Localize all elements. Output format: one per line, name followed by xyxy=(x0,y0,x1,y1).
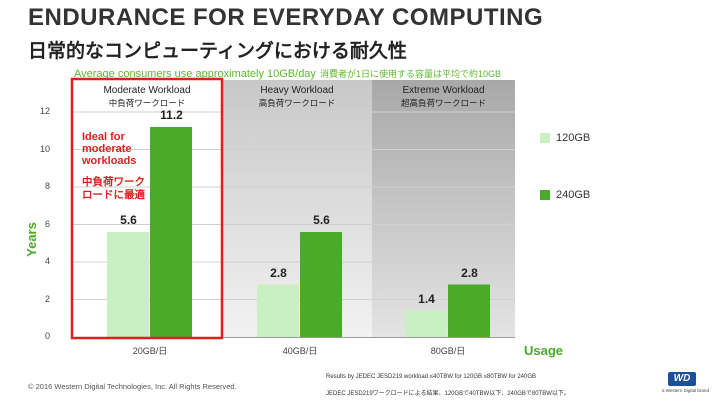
group-header-extreme: Extreme Workload 超高負荷ワークロード xyxy=(372,85,515,109)
legend-label-240gb: 240GB xyxy=(556,189,591,201)
group-header-heavy: Heavy Workload 高負荷ワークロード xyxy=(222,85,372,109)
legend-label-120gb: 120GB xyxy=(556,132,591,144)
bar-120gb-1 xyxy=(257,284,299,337)
y-tick-label: 12 xyxy=(39,106,50,116)
usage-note-ja: 消費者が1日に使用する容量は平均で約10GB xyxy=(319,69,501,79)
y-tick-label: 0 xyxy=(44,331,50,341)
usage-note: Average consumers use approximately 10GB… xyxy=(74,67,501,80)
legend-swatch-240gb xyxy=(540,190,550,200)
bar-value-label: 1.4 xyxy=(418,291,435,306)
group-subtitle: 中負荷ワークロード xyxy=(108,98,186,108)
y-tick-label: 6 xyxy=(44,218,50,229)
bar-120gb-0 xyxy=(107,232,149,337)
y-tick-label: 2 xyxy=(44,293,50,304)
group-title: Extreme Workload xyxy=(402,85,485,96)
bar-120gb-2 xyxy=(405,310,447,337)
source-en: Results by JEDEC JESD219 workload ≤40TBW… xyxy=(326,374,536,380)
y-tick-label: 8 xyxy=(44,181,50,191)
y-tick-label: 10 xyxy=(39,143,50,154)
group-subtitle: 高負荷ワークロード xyxy=(258,98,336,108)
bar-value-label: 5.6 xyxy=(120,213,137,227)
page-title: ENDURANCE FOR EVERYDAY COMPUTING xyxy=(28,4,544,31)
y-tick-label: 4 xyxy=(44,256,50,266)
source-ja: JEDEC JESD219ワークロードによる結果、120GBで40TBW以下、2… xyxy=(326,391,570,397)
highlight-box xyxy=(70,77,224,340)
group-subtitle: 超高負荷ワークロード xyxy=(400,98,486,108)
x-tick-label: 40GB/日 xyxy=(282,346,318,356)
extreme-band xyxy=(372,80,515,338)
page-subtitle: 日常的なコンピューティングにおける耐久性 xyxy=(28,41,407,62)
legend-swatch-120gb xyxy=(540,133,550,143)
x-tick-label: 20GB/日 xyxy=(132,346,168,356)
bar-240gb-2 xyxy=(448,284,490,337)
group-header-moderate: Moderate Workload 中負荷ワークロード xyxy=(72,85,222,109)
annotation-ja: 中負荷ワークロードに最適 xyxy=(82,176,145,201)
x-tick-label: 80GB/日 xyxy=(430,346,466,356)
wd-logo-sub: a Western Digital brand xyxy=(662,388,709,393)
annotation-en: Ideal for moderate workloads xyxy=(82,131,137,167)
wd-logo: WD xyxy=(668,372,696,386)
x-axis-label: Usage xyxy=(524,343,564,358)
usage-note-en: Average consumers use approximately 10GB… xyxy=(74,68,316,80)
bar-value-label: 2.8 xyxy=(270,265,287,280)
bar-value-label: 11.2 xyxy=(160,108,183,122)
bar-240gb-1 xyxy=(300,232,342,337)
copyright: © 2016 Western Digital Technologies, Inc… xyxy=(28,382,237,391)
bar-240gb-0 xyxy=(150,127,192,337)
bar-value-label: 5.6 xyxy=(313,213,330,227)
group-title: Heavy Workload xyxy=(260,85,334,96)
group-title: Moderate Workload xyxy=(103,85,191,96)
bar-value-label: 2.8 xyxy=(461,265,478,280)
